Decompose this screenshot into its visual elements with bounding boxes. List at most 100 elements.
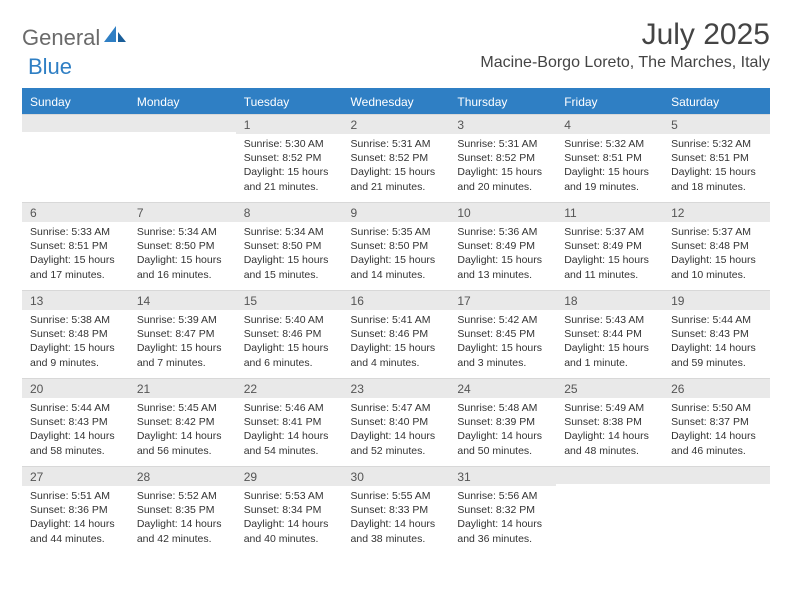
- calendar-cell: 31Sunrise: 5:56 AMSunset: 8:32 PMDayligh…: [449, 466, 556, 554]
- calendar-cell: 4Sunrise: 5:32 AMSunset: 8:51 PMDaylight…: [556, 114, 663, 202]
- daylight-text: Daylight: 15 hours and 17 minutes.: [30, 253, 121, 281]
- sunset-text: Sunset: 8:33 PM: [351, 503, 442, 517]
- sunrise-text: Sunrise: 5:39 AM: [137, 313, 228, 327]
- daylight-text: Daylight: 14 hours and 40 minutes.: [244, 517, 335, 545]
- calendar-week-row: 20Sunrise: 5:44 AMSunset: 8:43 PMDayligh…: [22, 378, 770, 466]
- day-details: Sunrise: 5:43 AMSunset: 8:44 PMDaylight:…: [556, 310, 663, 376]
- calendar-cell: [663, 466, 770, 554]
- sunset-text: Sunset: 8:51 PM: [671, 151, 762, 165]
- day-details: Sunrise: 5:31 AMSunset: 8:52 PMDaylight:…: [343, 134, 450, 200]
- dayhead-wed: Wednesday: [343, 89, 450, 114]
- day-number: 7: [129, 202, 236, 222]
- day-number: 28: [129, 466, 236, 486]
- sunrise-text: Sunrise: 5:31 AM: [457, 137, 548, 151]
- daylight-text: Daylight: 14 hours and 36 minutes.: [457, 517, 548, 545]
- calendar-cell: 3Sunrise: 5:31 AMSunset: 8:52 PMDaylight…: [449, 114, 556, 202]
- dayhead-sat: Saturday: [663, 89, 770, 114]
- sunrise-text: Sunrise: 5:37 AM: [564, 225, 655, 239]
- daylight-text: Daylight: 14 hours and 44 minutes.: [30, 517, 121, 545]
- sunrise-text: Sunrise: 5:33 AM: [30, 225, 121, 239]
- day-details: Sunrise: 5:32 AMSunset: 8:51 PMDaylight:…: [663, 134, 770, 200]
- day-details: Sunrise: 5:52 AMSunset: 8:35 PMDaylight:…: [129, 486, 236, 552]
- sunrise-text: Sunrise: 5:41 AM: [351, 313, 442, 327]
- day-details: Sunrise: 5:48 AMSunset: 8:39 PMDaylight:…: [449, 398, 556, 464]
- day-number: 3: [449, 114, 556, 134]
- sunset-text: Sunset: 8:52 PM: [457, 151, 548, 165]
- calendar-cell: 13Sunrise: 5:38 AMSunset: 8:48 PMDayligh…: [22, 290, 129, 378]
- calendar-cell: 6 Sunrise: 5:33 AMSunset: 8:51 PMDaylight…: [22, 202, 129, 290]
- day-details: Sunrise: 5:55 AMSunset: 8:33 PMDaylight:…: [343, 486, 450, 552]
- day-number: 1: [236, 114, 343, 134]
- day-details: Sunrise: 5:46 AMSunset: 8:41 PMDaylight:…: [236, 398, 343, 464]
- calendar-header-row: Sunday Monday Tuesday Wednesday Thursday…: [22, 89, 770, 114]
- calendar-week-row: 6Sunrise: 5:33 AMSunset: 8:51 PMDaylight…: [22, 202, 770, 290]
- day-details: Sunrise: 5:31 AMSunset: 8:52 PMDaylight:…: [449, 134, 556, 200]
- sunrise-text: Sunrise: 5:31 AM: [351, 137, 442, 151]
- dayhead-sun: Sunday: [22, 89, 129, 114]
- day-details: Sunrise: 5:47 AMSunset: 8:40 PMDaylight:…: [343, 398, 450, 464]
- daylight-text: Daylight: 15 hours and 19 minutes.: [564, 165, 655, 193]
- sunset-text: Sunset: 8:48 PM: [30, 327, 121, 341]
- sunrise-text: Sunrise: 5:35 AM: [351, 225, 442, 239]
- daylight-text: Daylight: 14 hours and 48 minutes.: [564, 429, 655, 457]
- sunset-text: Sunset: 8:32 PM: [457, 503, 548, 517]
- calendar-week-row: 13Sunrise: 5:38 AMSunset: 8:48 PMDayligh…: [22, 290, 770, 378]
- sunset-text: Sunset: 8:52 PM: [351, 151, 442, 165]
- sunset-text: Sunset: 8:43 PM: [671, 327, 762, 341]
- calendar-cell: 5Sunrise: 5:32 AMSunset: 8:51 PMDaylight…: [663, 114, 770, 202]
- day-number: 11: [556, 202, 663, 222]
- day-details: Sunrise: 5:32 AMSunset: 8:51 PMDaylight:…: [556, 134, 663, 200]
- sunset-text: Sunset: 8:41 PM: [244, 415, 335, 429]
- calendar-cell: [22, 114, 129, 202]
- day-number: [22, 114, 129, 132]
- calendar-cell: 28Sunrise: 5:52 AMSunset: 8:35 PMDayligh…: [129, 466, 236, 554]
- sunrise-text: Sunrise: 5:51 AM: [30, 489, 121, 503]
- sunrise-text: Sunrise: 5:38 AM: [30, 313, 121, 327]
- calendar-cell: 10Sunrise: 5:36 AMSunset: 8:49 PMDayligh…: [449, 202, 556, 290]
- day-details: Sunrise: 5:45 AMSunset: 8:42 PMDaylight:…: [129, 398, 236, 464]
- daylight-text: Daylight: 15 hours and 7 minutes.: [137, 341, 228, 369]
- daylight-text: Daylight: 14 hours and 50 minutes.: [457, 429, 548, 457]
- sunset-text: Sunset: 8:50 PM: [137, 239, 228, 253]
- day-number: 18: [556, 290, 663, 310]
- day-number: [663, 466, 770, 484]
- calendar-table: Sunday Monday Tuesday Wednesday Thursday…: [22, 88, 770, 554]
- day-number: 25: [556, 378, 663, 398]
- sunrise-text: Sunrise: 5:42 AM: [457, 313, 548, 327]
- daylight-text: Daylight: 15 hours and 4 minutes.: [351, 341, 442, 369]
- brand-sail-icon: [102, 24, 128, 51]
- calendar-cell: [556, 466, 663, 554]
- sunrise-text: Sunrise: 5:56 AM: [457, 489, 548, 503]
- daylight-text: Daylight: 15 hours and 15 minutes.: [244, 253, 335, 281]
- sunset-text: Sunset: 8:51 PM: [30, 239, 121, 253]
- sunrise-text: Sunrise: 5:45 AM: [137, 401, 228, 415]
- daylight-text: Daylight: 15 hours and 20 minutes.: [457, 165, 548, 193]
- day-details: Sunrise: 5:50 AMSunset: 8:37 PMDaylight:…: [663, 398, 770, 464]
- sunset-text: Sunset: 8:49 PM: [457, 239, 548, 253]
- day-details: Sunrise: 5:36 AMSunset: 8:49 PMDaylight:…: [449, 222, 556, 288]
- calendar-cell: 15Sunrise: 5:40 AMSunset: 8:46 PMDayligh…: [236, 290, 343, 378]
- sunset-text: Sunset: 8:49 PM: [564, 239, 655, 253]
- day-details: Sunrise: 5:56 AMSunset: 8:32 PMDaylight:…: [449, 486, 556, 552]
- sunrise-text: Sunrise: 5:44 AM: [671, 313, 762, 327]
- day-number: 6: [22, 202, 129, 222]
- day-number: 19: [663, 290, 770, 310]
- daylight-text: Daylight: 14 hours and 38 minutes.: [351, 517, 442, 545]
- calendar-cell: 30Sunrise: 5:55 AMSunset: 8:33 PMDayligh…: [343, 466, 450, 554]
- calendar-cell: 24Sunrise: 5:48 AMSunset: 8:39 PMDayligh…: [449, 378, 556, 466]
- day-number: 12: [663, 202, 770, 222]
- calendar-cell: 2Sunrise: 5:31 AMSunset: 8:52 PMDaylight…: [343, 114, 450, 202]
- day-number: 21: [129, 378, 236, 398]
- day-number: 29: [236, 466, 343, 486]
- day-number: 4: [556, 114, 663, 134]
- daylight-text: Daylight: 15 hours and 16 minutes.: [137, 253, 228, 281]
- day-number: 8: [236, 202, 343, 222]
- sunset-text: Sunset: 8:50 PM: [244, 239, 335, 253]
- sunrise-text: Sunrise: 5:36 AM: [457, 225, 548, 239]
- sunset-text: Sunset: 8:35 PM: [137, 503, 228, 517]
- sunrise-text: Sunrise: 5:34 AM: [244, 225, 335, 239]
- sunset-text: Sunset: 8:43 PM: [30, 415, 121, 429]
- calendar-week-row: 27Sunrise: 5:51 AMSunset: 8:36 PMDayligh…: [22, 466, 770, 554]
- daylight-text: Daylight: 15 hours and 1 minute.: [564, 341, 655, 369]
- sunset-text: Sunset: 8:45 PM: [457, 327, 548, 341]
